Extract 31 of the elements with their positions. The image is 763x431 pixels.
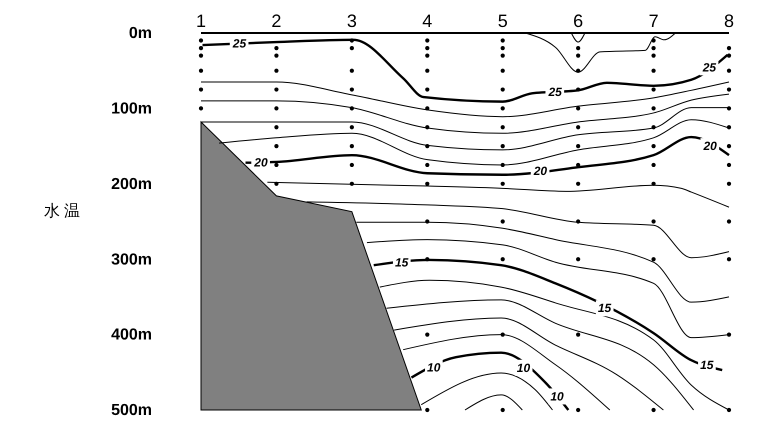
line-series — [372, 258, 724, 372]
y-tick-label: 200m — [111, 176, 152, 193]
x-tick-label: 5 — [498, 11, 508, 31]
text: 25 — [232, 36, 246, 51]
series-label: 10 — [516, 360, 530, 375]
x-tick-label: 7 — [648, 11, 659, 31]
line-series — [402, 334, 610, 410]
x-tick-label: 1 — [196, 11, 206, 31]
x-tick-label: 8 — [724, 11, 734, 31]
text: 25 — [702, 60, 716, 74]
x-tick-label: 2 — [271, 11, 282, 31]
series-label: 20 — [253, 155, 268, 170]
text: 15 — [394, 256, 408, 270]
y-tick-label: 0m — [128, 25, 152, 42]
series-label: 25 — [547, 84, 562, 99]
line-series — [266, 182, 730, 208]
y-tick-label: 400m — [111, 326, 152, 344]
x-tick-label: 3 — [346, 11, 357, 31]
text: 10 — [427, 360, 440, 374]
text: 15 — [700, 358, 714, 372]
y-tick-label: 500m — [111, 402, 152, 420]
text: 10 — [550, 389, 564, 404]
y-tick-label: 300m — [111, 251, 152, 268]
x-tick-label: 4 — [422, 11, 432, 31]
y-tick-label: 100m — [111, 100, 152, 118]
text: 20 — [703, 139, 717, 154]
text: 20 — [534, 164, 548, 178]
x-tick-label: 6 — [573, 11, 584, 31]
line-series — [200, 82, 730, 118]
y-axis-title: 水 温 — [44, 202, 80, 220]
series-label: 15 — [598, 301, 612, 316]
